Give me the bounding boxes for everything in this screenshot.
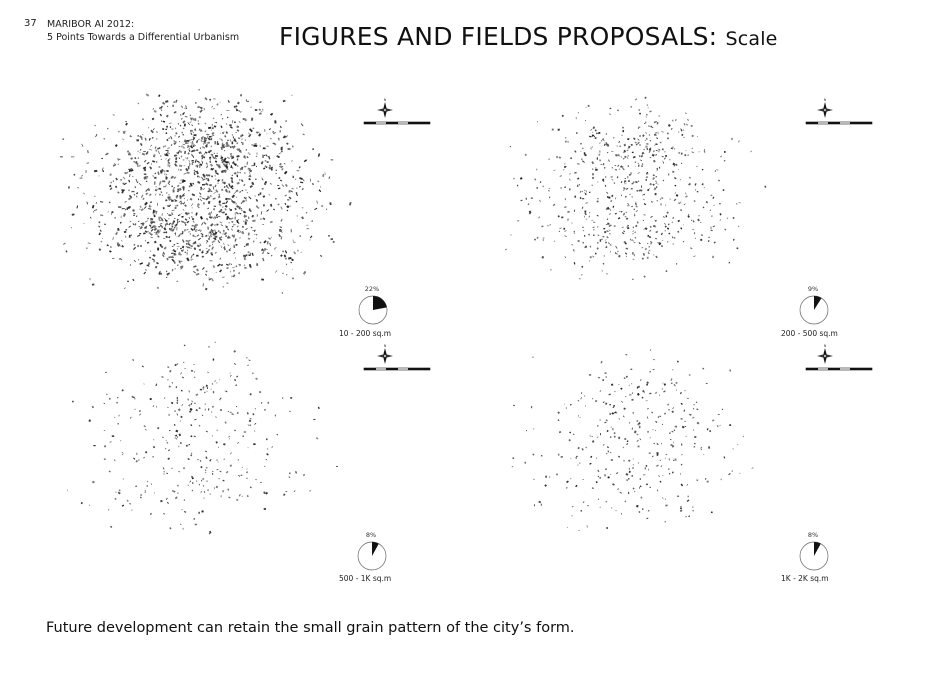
scale-bar-icon (363, 121, 431, 125)
size-range-label: 1K - 2K sq.m (781, 574, 829, 583)
north-arrow-icon: N (817, 344, 833, 364)
north-arrow-icon: N (377, 98, 393, 118)
pie-chart-icon (799, 541, 829, 571)
caption: Future development can retain the small … (46, 620, 575, 636)
svg-text:N: N (384, 98, 387, 102)
pie-chart-icon (799, 295, 829, 325)
title-sub: Scale (725, 28, 778, 50)
percent-label: 22% (364, 285, 380, 293)
north-arrow-icon: N (377, 344, 393, 364)
size-range-label: 500 - 1K sq.m (339, 574, 392, 583)
svg-text:N: N (824, 344, 827, 348)
scale-bar-icon (805, 121, 873, 125)
percent-label: 8% (365, 531, 377, 539)
size-range-label: 10 - 200 sq.m (339, 329, 392, 338)
title-main: FIGURES AND FIELDS PROPOSALS: (279, 22, 718, 51)
figure-ground-map (66, 341, 339, 535)
scale-bar-icon (363, 367, 431, 371)
header: MARIBOR AI 2012: 5 Points Towards a Diff… (47, 18, 239, 44)
page-title: FIGURES AND FIELDS PROPOSALS: Scale (279, 22, 778, 51)
figure-ground-map (60, 88, 352, 294)
svg-text:N: N (824, 98, 827, 102)
figure-ground-map (505, 96, 767, 281)
svg-text:N: N (384, 344, 387, 348)
scale-bar-icon (805, 367, 873, 371)
size-range-label: 200 - 500 sq.m (781, 329, 838, 338)
north-arrow-icon: N (817, 98, 833, 118)
header-line-1: MARIBOR AI 2012: (47, 19, 135, 30)
percent-label: 8% (807, 531, 819, 539)
pie-chart-icon (357, 541, 387, 571)
header-line-2: 5 Points Towards a Differential Urbanism (47, 32, 240, 43)
pie-chart-icon (358, 295, 388, 325)
page-number: 37 (24, 18, 37, 29)
figure-ground-map (511, 349, 754, 532)
percent-label: 9% (807, 285, 819, 293)
